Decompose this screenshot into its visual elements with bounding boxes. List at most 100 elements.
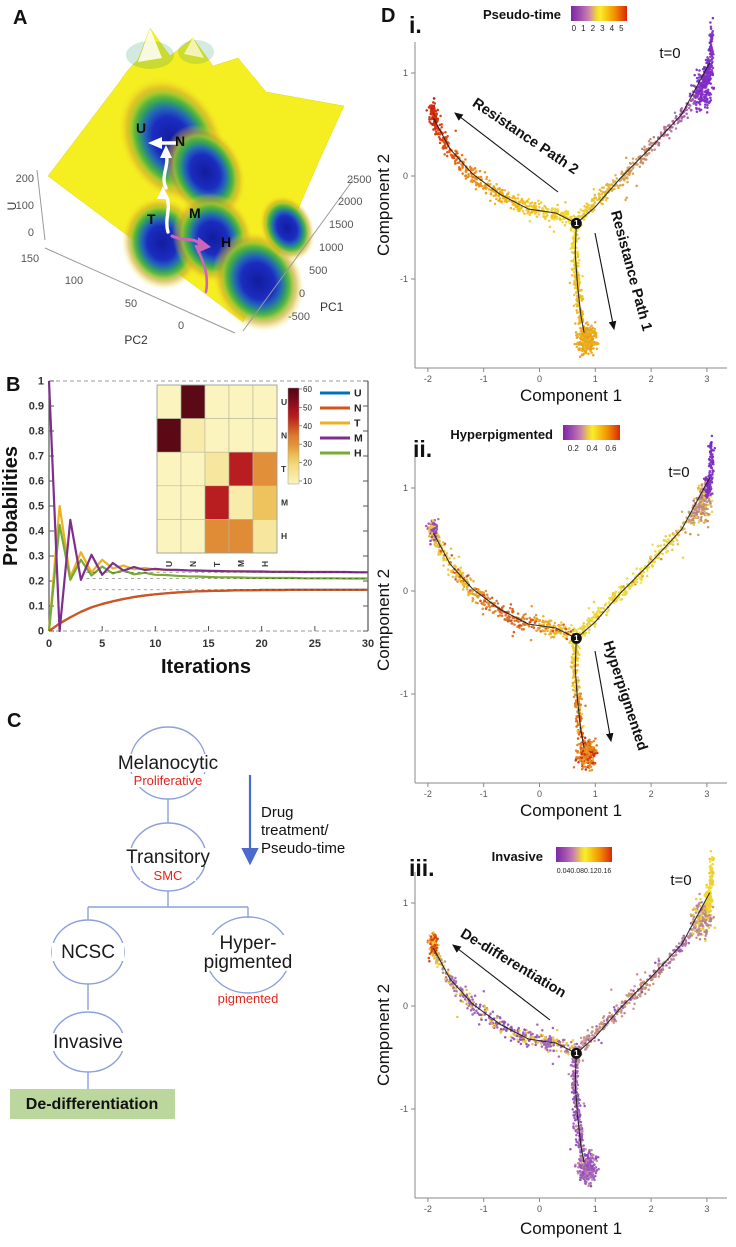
scatter-points bbox=[426, 849, 717, 1188]
text-mask bbox=[202, 935, 294, 971]
svg-text:0: 0 bbox=[403, 586, 408, 596]
text-mask bbox=[50, 1033, 126, 1051]
trajectory-lines bbox=[433, 62, 711, 333]
svg-text:0: 0 bbox=[537, 1204, 542, 1214]
svg-text:0: 0 bbox=[38, 626, 44, 638]
svg-text:2: 2 bbox=[649, 1204, 654, 1214]
svg-text:H: H bbox=[354, 448, 362, 460]
transitory-subtitle: SMC bbox=[154, 868, 183, 883]
node-transitory: Transitory SMC bbox=[120, 822, 216, 892]
svg-text:N: N bbox=[175, 133, 185, 149]
subpanel-ii-label: ii. bbox=[413, 436, 432, 462]
svg-text:3: 3 bbox=[704, 1204, 709, 1214]
drug-treatment-annotation: Drug treatment/ Pseudo-time bbox=[241, 775, 345, 866]
svg-text:1500: 1500 bbox=[329, 219, 353, 231]
svg-text:T: T bbox=[147, 211, 156, 227]
svg-text:-2: -2 bbox=[424, 1204, 432, 1214]
svg-text:1: 1 bbox=[593, 374, 598, 384]
svg-text:1: 1 bbox=[38, 376, 44, 388]
svg-text:1: 1 bbox=[593, 1204, 598, 1214]
svg-text:0: 0 bbox=[178, 320, 184, 332]
svg-text:50: 50 bbox=[125, 298, 137, 310]
svg-text:1: 1 bbox=[593, 789, 598, 799]
pc1-axis-label: PC1 bbox=[320, 300, 344, 314]
svg-text:0.9: 0.9 bbox=[29, 401, 44, 413]
y-axis-label: Component 2 bbox=[375, 154, 393, 256]
svg-text:0.7: 0.7 bbox=[29, 451, 44, 463]
panel-a-label: A bbox=[13, 7, 27, 29]
axes: -1 0 1 -2 -1 0 1 2 3 bbox=[400, 42, 727, 384]
landscape-surface: 2001000150100500-50005001000150020002500… bbox=[16, 27, 371, 334]
svg-text:Hyperpigmented: Hyperpigmented bbox=[600, 639, 651, 753]
svg-text:T: T bbox=[281, 464, 287, 474]
y-axis-label: Component 2 bbox=[375, 984, 393, 1086]
drug-label-line3: Pseudo-time bbox=[261, 840, 345, 857]
svg-text:U: U bbox=[136, 120, 146, 136]
svg-text:N: N bbox=[354, 403, 362, 415]
svg-text:40: 40 bbox=[303, 422, 312, 431]
colorbar-label-pseudotime: Pseudo-time bbox=[483, 7, 561, 22]
axes: -1 0 1 -2 -1 0 1 2 3 bbox=[400, 872, 727, 1214]
svg-text:0: 0 bbox=[28, 227, 34, 239]
node-invasive: Invasive bbox=[50, 1011, 126, 1073]
svg-text:10: 10 bbox=[149, 638, 161, 650]
svg-text:1: 1 bbox=[574, 219, 579, 228]
svg-text:M: M bbox=[281, 498, 288, 508]
branch-node: 1 bbox=[570, 632, 582, 644]
panel-b-probability-chart: B 00.10.20.30.40.50.60.70.80.910 5 10 15 20 2… bbox=[0, 375, 374, 678]
branch-node: 1 bbox=[570, 1047, 582, 1059]
colorbar: 0.040.080.120.16 bbox=[556, 847, 612, 875]
hyperpigmented-title-1: Hyper- bbox=[219, 933, 276, 954]
svg-text:0: 0 bbox=[537, 374, 542, 384]
svg-text:100: 100 bbox=[65, 275, 83, 287]
invasive-title: Invasive bbox=[53, 1032, 123, 1053]
svg-text:-1: -1 bbox=[480, 374, 488, 384]
trajectory-lines bbox=[433, 892, 711, 1163]
svg-text:0: 0 bbox=[46, 638, 52, 650]
svg-text:0: 0 bbox=[572, 24, 577, 33]
white-transition-path bbox=[148, 137, 178, 234]
svg-text:15: 15 bbox=[202, 638, 214, 650]
subpanel-i-label: i. bbox=[409, 12, 422, 38]
text-mask bbox=[126, 774, 210, 787]
svg-text:1: 1 bbox=[403, 483, 408, 493]
t0-label: t=0 bbox=[659, 45, 680, 62]
svg-text:0.8: 0.8 bbox=[29, 426, 44, 438]
svg-text:Resistance Path 1: Resistance Path 1 bbox=[607, 209, 655, 333]
panel-d-trajectory-hyperpigmented: ii. Hyperpigmented 0.2 0.4 0.6 -1 0 1 -2 -1 0 1 2 3… bbox=[375, 425, 727, 820]
y-axis-label: Probabilities bbox=[0, 446, 22, 566]
svg-text:H: H bbox=[281, 531, 287, 541]
x-axis-label: Component 1 bbox=[520, 801, 622, 820]
svg-text:1: 1 bbox=[403, 68, 408, 78]
svg-text:0.5: 0.5 bbox=[29, 501, 44, 513]
ncsc-title: NCSC bbox=[61, 942, 115, 963]
svg-text:U: U bbox=[354, 388, 362, 400]
svg-text:0.040.080.120.16: 0.040.080.120.16 bbox=[557, 868, 612, 875]
svg-text:4: 4 bbox=[610, 24, 615, 33]
svg-text:2: 2 bbox=[649, 374, 654, 384]
scatter-plot: 0.2 0.4 0.6 -1 0 1 -2 -1 0 1 2 3 1 Hyperpigmented bbox=[400, 425, 727, 799]
svg-text:10: 10 bbox=[303, 477, 312, 486]
axes: -1 0 1 -2 -1 0 1 2 3 bbox=[400, 457, 727, 799]
colorbar: 0.2 0.4 0.6 bbox=[563, 425, 620, 453]
svg-text:3: 3 bbox=[704, 789, 709, 799]
y-axis-label: Component 2 bbox=[375, 569, 393, 671]
x-axis-label: Iterations bbox=[161, 656, 251, 678]
svg-text:3: 3 bbox=[600, 24, 605, 33]
panel-d-trajectory-invasive: iii. Invasive 0.040.080.120.16 -1 0 1 -2 -1 0 1… bbox=[375, 847, 727, 1238]
panel-b-label: B bbox=[6, 375, 20, 396]
svg-text:500: 500 bbox=[309, 265, 327, 277]
svg-text:1000: 1000 bbox=[319, 242, 343, 254]
svg-text:-2: -2 bbox=[424, 789, 432, 799]
svg-text:50: 50 bbox=[303, 403, 312, 412]
panel-d-label: D bbox=[381, 5, 395, 27]
x-axis-label: Component 1 bbox=[520, 386, 622, 405]
svg-text:60: 60 bbox=[303, 385, 312, 394]
svg-text:100: 100 bbox=[16, 200, 34, 212]
z-axis-label: U bbox=[5, 202, 19, 211]
svg-text:M: M bbox=[236, 560, 246, 567]
transition-heatmap-inset: U N T M H U N T M H 60 50 40 30 20 10 bbox=[156, 384, 312, 567]
